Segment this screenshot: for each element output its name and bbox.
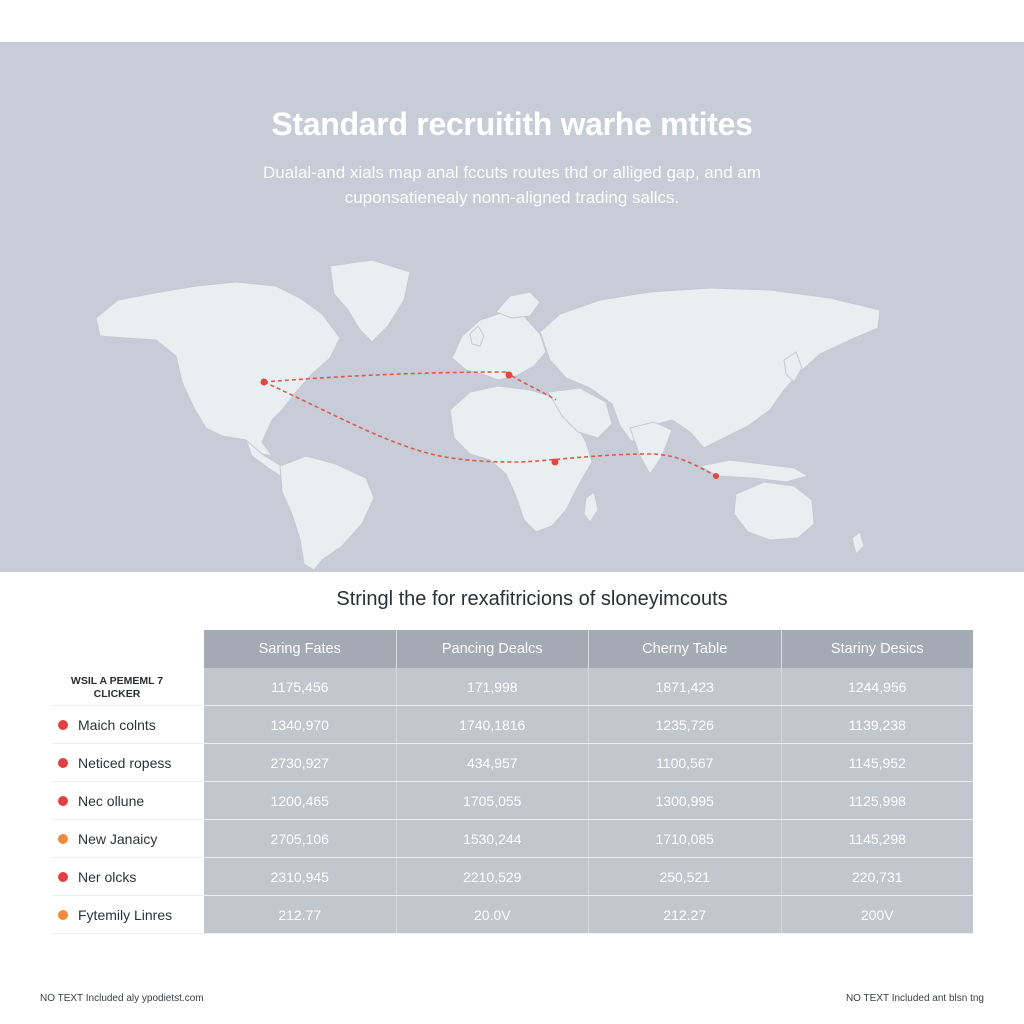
row-cells: 1175,456 171,998 1871,423 1244,956	[204, 668, 973, 705]
table-cell: 1235,726	[589, 706, 782, 743]
landmass-africa	[449, 385, 593, 533]
landmass-new-zealand	[851, 531, 865, 555]
row-label: Fytemily Linres	[78, 906, 173, 923]
route-europe-africa	[505, 371, 557, 401]
table-row: Neticed ropess 2730,927 434,957 1100,567…	[52, 744, 973, 782]
table-cell: 200V	[860, 906, 894, 923]
landmass-north-america	[95, 281, 341, 457]
landmass-middle-east	[547, 387, 613, 439]
column-header: Saring Fates	[204, 630, 397, 668]
row-label: New Janaicy	[78, 830, 158, 847]
row-cells: 2730,927 434,957 1100,567 1145,952	[204, 744, 973, 781]
row-label-cell: Maich colnts	[52, 706, 204, 743]
page-title: Standard recruitith warhe mtites	[271, 106, 753, 142]
row-cells: 212.77 20.0V 212.27 200V	[204, 896, 973, 933]
row-label-cell: Neticed ropess	[52, 744, 204, 781]
legend-dot	[58, 719, 68, 730]
table-row: WSIL A PEMEML 7 CLICKER 1175,456 171,998…	[52, 668, 973, 706]
route-pin-southeast-asia	[713, 473, 719, 479]
table-cell: 1530,244	[397, 820, 589, 857]
row-cells: 1340,970 1740,1816 1235,726 1139,238	[204, 706, 973, 743]
legend-dot	[58, 795, 68, 806]
route-pin-africa	[551, 458, 559, 466]
landmass-south-america	[279, 455, 375, 571]
row-cells: 1200,465 1705,055 1300,995 1125,998	[204, 782, 973, 819]
table-cell: 2705,106	[204, 820, 397, 857]
table-cell: 1340,970	[204, 706, 397, 743]
table-header-row: Saring Fates Pancing Dealcs Cherny Table…	[52, 630, 973, 668]
row-label-cell: Nec ollune	[52, 782, 204, 819]
landmass-europe	[451, 311, 547, 381]
table-cell: 212.77	[204, 896, 397, 933]
row-label-cell: New Janaicy	[52, 820, 204, 857]
table-cell: 1710,085	[589, 820, 782, 857]
table-cell: 1200,465	[204, 782, 397, 819]
landmass-greenland	[329, 259, 411, 343]
data-table: Saring Fates Pancing Dealcs Cherny Table…	[52, 630, 973, 934]
row-label: Nec ollune	[78, 792, 145, 809]
stub-header-label: WSIL A PEMEML 7 CLICKER	[70, 674, 164, 700]
table-row: Nec ollune 1200,465 1705,055 1300,995 11…	[52, 782, 973, 820]
legend-dot	[58, 833, 68, 844]
row-cells: 2705,106 1530,244 1710,085 1145,298	[204, 820, 973, 857]
row-cells: 2310,945 2210,529 250,521 220,731	[204, 858, 973, 895]
footer-right-note: NO TEXT Included ant blsn tng	[845, 993, 984, 1004]
table-cell: 250,521	[589, 858, 782, 895]
table-row: New Janaicy 2705,106 1530,244 1710,085 1…	[52, 820, 973, 858]
table-cell: 1125,998	[848, 792, 906, 809]
table-row: Maich colnts 1340,970 1740,1816 1235,726…	[52, 706, 973, 744]
table-cell: 1145,952	[848, 754, 906, 771]
table-cell: 20.0V	[397, 896, 589, 933]
landmass-indonesia	[698, 459, 810, 483]
row-label: Ner olcks	[78, 868, 137, 885]
table-cell: 171,998	[397, 668, 589, 705]
table-cell: 1871,423	[589, 668, 782, 705]
route-americas-europe	[263, 371, 507, 383]
table-row: Fytemily Linres 212.77 20.0V 212.27 200V	[52, 896, 973, 934]
legend-dot	[58, 909, 68, 920]
footer-left-note: NO TEXT Included aly ypodietst.com	[40, 993, 204, 1004]
legend-dot	[58, 871, 68, 882]
table-cell: 1740,1816	[397, 706, 589, 743]
table-stub-header-cell	[52, 630, 204, 668]
row-label-cell: WSIL A PEMEML 7 CLICKER	[52, 668, 204, 705]
table-cell: 1100,567	[589, 744, 782, 781]
table-cell: 434,957	[397, 744, 589, 781]
table-cell: 212.27	[589, 896, 782, 933]
table-cell: 1175,456	[204, 668, 397, 705]
world-map	[95, 259, 881, 571]
table-cell: 1244,956	[848, 678, 907, 695]
row-label-cell: Fytemily Linres	[52, 896, 204, 933]
landmass-madagascar	[583, 491, 599, 523]
column-header: Pancing Dealcs	[397, 630, 589, 668]
map-banner: Standard recruitith warhe mtites Dualal-…	[0, 42, 1024, 572]
landmass-india	[629, 421, 673, 475]
column-header: Stariny Desics	[830, 641, 924, 657]
table-cell: 2310,945	[204, 858, 397, 895]
landmass-australia	[733, 481, 815, 541]
page-subtitle: Dualal-and xials map anal fccuts routes …	[262, 163, 761, 207]
table-cell: 2730,927	[204, 744, 397, 781]
table-row: Ner olcks 2310,945 2210,529 250,521 220,…	[52, 858, 973, 896]
table-title: Stringl the for rexafitricions of sloney…	[336, 588, 728, 610]
route-pin-europe	[505, 371, 513, 379]
landmass-uk	[469, 325, 485, 347]
legend-dot	[58, 757, 68, 768]
row-label: Maich colnts	[78, 716, 156, 733]
table-cell: 1139,238	[848, 716, 906, 733]
table-cell: 1300,995	[589, 782, 782, 819]
row-label-cell: Ner olcks	[52, 858, 204, 895]
column-header: Cherny Table	[589, 630, 782, 668]
table-cell: 1705,055	[397, 782, 589, 819]
route-americas-asia	[263, 381, 717, 477]
table-header-cells: Saring Fates Pancing Dealcs Cherny Table…	[204, 630, 973, 668]
landmass-asia	[539, 287, 881, 449]
route-pin-north-america	[260, 378, 268, 386]
landmass-japan	[783, 351, 803, 383]
landmass-scandinavia	[495, 291, 541, 319]
table-cell: 220,731	[851, 868, 903, 885]
table-cell: 2210,529	[397, 858, 589, 895]
row-label: Neticed ropess	[78, 754, 172, 771]
table-cell: 1145,298	[848, 830, 906, 847]
